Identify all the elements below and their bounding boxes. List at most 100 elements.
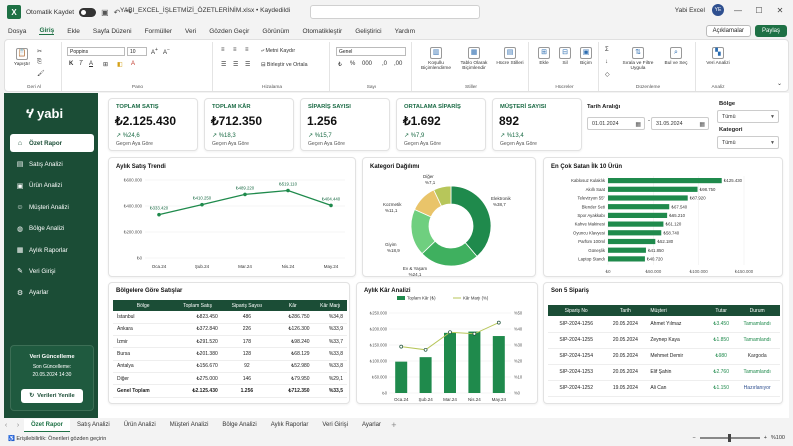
column-header[interactable]: Sipariş Sayısı [221,300,273,311]
zoom-level[interactable]: %100 [770,435,785,441]
table-row[interactable]: SIP-2024-1252 19.05.2024 Ali Can ₺1.150 Hazı… [548,380,780,397]
font-size-select[interactable]: 10 [127,47,147,56]
fill-color-icon[interactable]: ◧ [117,62,123,68]
undo-icon[interactable]: ↶ [113,7,121,17]
sheet-tab[interactable]: Aylık Raporlar [270,421,309,428]
wrap-text-button[interactable]: ⤶ Metni Kaydır [261,48,296,54]
menu-item[interactable]: Dosya [8,27,27,35]
menu-item[interactable]: Ekle [67,27,80,35]
status-text[interactable]: Erişilebilirlik: Önerileri gözden geçiri… [16,436,107,442]
align-bottom-icon[interactable]: ≡ [245,47,249,53]
maximize-icon[interactable]: ☐ [755,5,763,15]
redo-icon[interactable]: ↷ [125,7,133,17]
region-filter-select[interactable]: Tümü ▼ [717,110,779,123]
table-row[interactable]: SIP-2024-1254 20.05.2024 Mehmet Demir ₺980 K… [548,348,780,365]
menu-item[interactable]: Veri [185,27,197,35]
share-button[interactable]: Paylaş [754,25,787,37]
conditional-format-button[interactable]: ▥ Koşullu Biçimlendirme [418,47,454,72]
accessibility-icon[interactable]: ♿ [8,436,17,442]
zoom-in-icon[interactable]: + [763,435,767,441]
align-center-icon[interactable]: ☰ [233,62,239,68]
cell-styles-button[interactable]: ▤ Hücre Stilleri [494,47,526,66]
column-header[interactable]: Toplam Satış [173,300,222,311]
fill-icon[interactable]: ↓ [605,59,608,65]
menu-item[interactable]: Görünüm [262,27,290,35]
sidebar-item[interactable]: ▣ Ürün Analizi [10,177,94,195]
analyze-data-button[interactable]: ▚ Veri Analizi [704,47,732,66]
column-header[interactable]: Kâr Marjı [313,300,347,311]
underline-icon[interactable]: A [89,61,94,67]
insert-button[interactable]: ⊞ Ekle [534,47,554,66]
menu-item[interactable]: Otomatikleştir [302,27,343,35]
sort-filter-button[interactable]: ⇅ Sırala ve Filtre Uygula [619,47,657,72]
align-left-icon[interactable]: ☰ [221,62,227,68]
save-icon[interactable]: ▣ [101,7,109,17]
zoom-slider[interactable] [699,434,760,442]
copy-icon[interactable]: ⎘ [37,59,42,65]
column-header[interactable]: Sipariş No [548,305,605,316]
column-header[interactable]: Müşteri [646,305,708,316]
zoom-out-icon[interactable]: − [692,435,696,441]
prev-sheet-icon[interactable]: ‹ [4,421,8,429]
paste-button[interactable]: 📋 Yapıştır [11,48,33,67]
number-format-select[interactable]: Genel [336,47,406,56]
decrease-decimal-icon[interactable]: ,00 [394,61,403,67]
format-button[interactable]: ▣ Biçim [576,47,596,66]
minimize-icon[interactable]: — [734,5,742,15]
autosave-toggle[interactable] [79,7,97,17]
grow-font-icon[interactable]: A+ [151,47,158,56]
sheet-tab[interactable]: Özet Rapor [24,418,71,432]
percent-icon[interactable]: % [350,61,356,67]
bold-icon[interactable]: K [69,61,74,67]
autosum-icon[interactable]: Σ [605,47,609,53]
shrink-font-icon[interactable]: A− [163,47,170,56]
close-icon[interactable]: ✕ [776,5,784,15]
menu-item[interactable]: Gözden Geçir [209,27,250,35]
table-row[interactable]: SIP-2024-1253 20.05.2024 Elif Şahin ₺2.760 T… [548,364,780,381]
sidebar-item[interactable]: ▦ Aylık Raporlar [10,241,94,259]
table-row[interactable]: SIP-2024-1255 20.05.2024 Zeynep Kaya ₺1.850… [548,332,780,349]
menu-item[interactable]: Yardım [394,27,416,35]
comma-icon[interactable]: 000 [362,61,373,67]
end-date-input[interactable]: 31.05.2024 ▦ [651,117,709,130]
avatar[interactable]: YE [712,4,724,16]
menu-item[interactable]: Formüller [144,27,173,35]
sheet-tab[interactable]: Müşteri Analizi [169,421,209,428]
column-header[interactable]: Tarih [604,305,647,316]
menu-item[interactable]: Sayfa Düzeni [92,27,132,35]
increase-decimal-icon[interactable]: ,0 [382,61,388,67]
sidebar-item[interactable]: ▤ Satış Analizi [10,155,94,173]
sidebar-item[interactable]: ☺ Müşteri Analizi [10,198,94,216]
collapse-ribbon-icon[interactable]: ⌄ [776,81,782,87]
sheet-tab[interactable]: Ürün Analizi [123,421,156,428]
refresh-data-button[interactable]: ↻ Verileri Yenile [21,389,83,403]
column-header[interactable]: Bölge [113,300,174,311]
merge-center-button[interactable]: ⊟ Birleştir ve Ortala [261,62,308,68]
sheet-tab[interactable]: Satış Analizi [77,421,110,428]
sheet-tab[interactable]: Veri Girişi [322,421,349,428]
align-middle-icon[interactable]: ≡ [233,47,237,53]
sheet-tab[interactable]: Ayarlar [362,421,381,428]
menu-item[interactable]: Giriş [39,27,55,35]
start-date-input[interactable]: 01.01.2024 ▦ [587,117,645,130]
column-header[interactable]: Durum [734,305,780,316]
sidebar-item[interactable]: ✎ Veri Girişi [10,262,94,280]
currency-icon[interactable]: ₺ [338,62,342,68]
clear-icon[interactable]: ◇ [605,72,610,78]
delete-button[interactable]: ⊟ Sil [555,47,575,66]
sidebar-item[interactable]: ⚙ Ayarlar [10,284,94,302]
sidebar-item[interactable]: ◍ Bölge Analizi [10,220,94,238]
sheet-tab[interactable]: Bölge Analizi [222,421,257,428]
table-row[interactable]: SIP-2024-1256 20.05.2024 Ahmet Yılmaz ₺3.45… [548,316,780,333]
border-icon[interactable]: ⊞ [103,62,109,68]
cut-icon[interactable]: ✂ [37,49,43,55]
find-select-button[interactable]: ⌕ Bul ve Seç [659,47,693,66]
comments-button[interactable]: Açıklamalar [705,25,751,37]
search-box[interactable] [310,5,480,19]
format-painter-icon[interactable]: 🖌 [37,71,45,77]
italic-icon[interactable]: T [79,61,83,67]
column-header[interactable]: Tutar [708,305,735,316]
format-table-button[interactable]: ▦ Tablo Olarak Biçimlendir [456,47,492,72]
font-name-select[interactable]: Poppins [67,47,125,56]
column-header[interactable]: Kâr [272,300,314,311]
